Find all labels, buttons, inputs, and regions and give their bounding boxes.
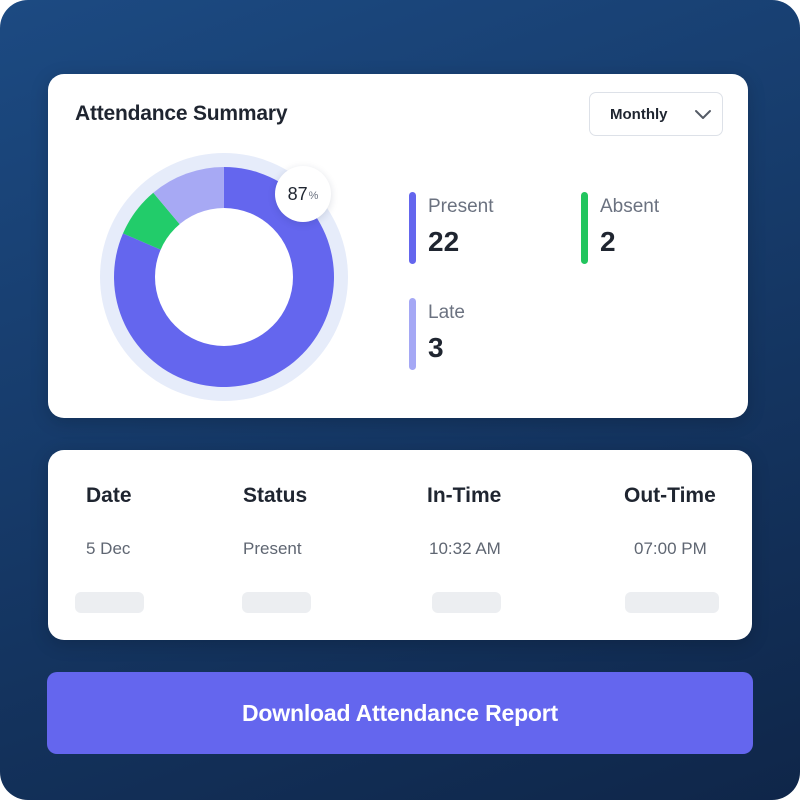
attendance-percent-value: 87 bbox=[287, 183, 308, 204]
cell-in-time: 10:32 AM bbox=[429, 539, 501, 558]
stat-absent-value: 2 bbox=[600, 226, 616, 257]
stat-late-bar bbox=[409, 298, 416, 370]
stat-present-label: Present bbox=[428, 196, 494, 217]
donut-hole bbox=[155, 208, 293, 346]
header-in-time: In-Time bbox=[427, 484, 502, 507]
stat-absent-label: Absent bbox=[600, 196, 660, 217]
cell-date: 5 Dec bbox=[86, 539, 131, 558]
summary-title: Attendance Summary bbox=[75, 102, 288, 125]
placeholder-in-time bbox=[432, 592, 501, 613]
attendance-percent-unit: % bbox=[308, 190, 319, 202]
placeholder-date bbox=[75, 592, 144, 613]
header-out-time: Out-Time bbox=[624, 484, 716, 507]
period-dropdown-label: Monthly bbox=[610, 106, 668, 123]
attendance-summary-card: Attendance Summary Monthly 87 % Present … bbox=[48, 74, 748, 418]
placeholder-out-time bbox=[625, 592, 719, 613]
stat-present-value: 22 bbox=[428, 226, 460, 257]
stat-absent-bar bbox=[581, 192, 588, 264]
stat-present-bar bbox=[409, 192, 416, 264]
attendance-table-card: Date Status In-Time Out-Time 5 Dec Prese… bbox=[48, 450, 752, 640]
download-report-button[interactable]: Download Attendance Report bbox=[47, 672, 753, 754]
cell-status: Present bbox=[243, 539, 302, 558]
chevron-down-icon bbox=[695, 110, 711, 119]
stat-late-value: 3 bbox=[428, 332, 444, 363]
header-status: Status bbox=[243, 484, 308, 507]
period-dropdown[interactable]: Monthly bbox=[589, 92, 723, 136]
header-date: Date bbox=[86, 484, 132, 507]
download-report-label: Download Attendance Report bbox=[242, 699, 558, 726]
cell-out-time: 07:00 PM bbox=[634, 539, 707, 558]
stat-late-label: Late bbox=[428, 302, 465, 323]
placeholder-status bbox=[242, 592, 311, 613]
attendance-percent-badge: 87 % bbox=[275, 166, 331, 222]
